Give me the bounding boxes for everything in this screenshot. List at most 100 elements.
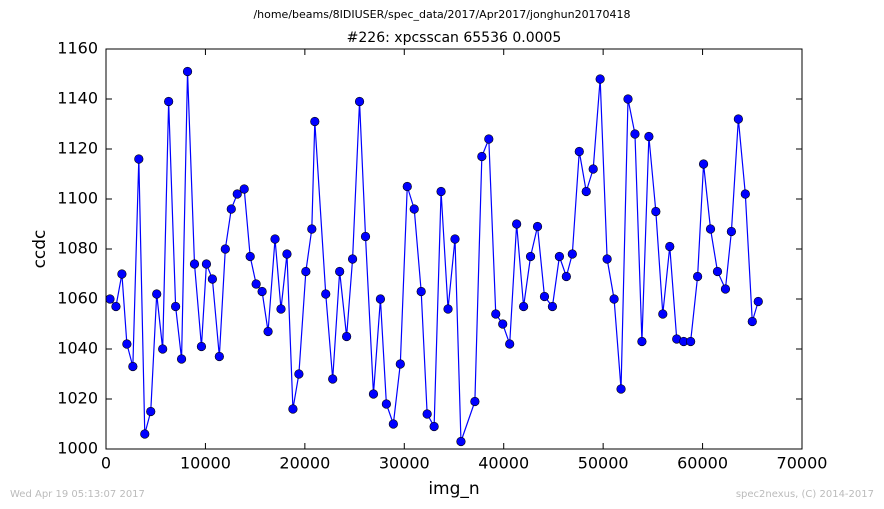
data-point (134, 154, 144, 164)
data-point (609, 294, 619, 304)
data-point (630, 129, 640, 139)
data-point (456, 436, 466, 447)
data-point (539, 291, 550, 302)
x-tick-label: 40000 (478, 454, 529, 473)
data-point (705, 224, 716, 234)
data-point (491, 309, 501, 319)
data-point (651, 206, 661, 217)
data-point (328, 374, 338, 384)
data-point (176, 354, 187, 364)
data-point (214, 351, 224, 362)
data-point (158, 344, 168, 354)
data-point (623, 94, 633, 104)
data-point (294, 369, 304, 379)
data-point (484, 134, 494, 144)
data-point (595, 74, 605, 84)
data-point (342, 331, 352, 342)
footer-credit: spec2nexus, (C) 2014-2017 (736, 489, 874, 500)
data-point (321, 289, 331, 299)
data-point (232, 189, 242, 199)
plot-frame (105, 48, 803, 450)
data-point (409, 204, 419, 214)
data-point (567, 249, 577, 259)
data-point (477, 151, 487, 162)
y-axis-label: ccdc (30, 230, 50, 269)
data-point (505, 339, 515, 349)
data-point (402, 181, 412, 192)
data-point (301, 266, 311, 277)
data-point (164, 96, 174, 107)
x-tick-label: 30000 (379, 454, 430, 473)
data-point (698, 159, 709, 169)
y-tick-label: 1060 (57, 289, 98, 308)
data-point (196, 341, 207, 352)
data-point (381, 399, 391, 409)
data-point (498, 319, 508, 329)
data-point (226, 204, 236, 214)
data-point (128, 361, 138, 372)
y-tick-label: 1040 (57, 339, 98, 358)
data-point (740, 189, 750, 199)
data-point (270, 234, 280, 244)
data-point (753, 296, 763, 307)
data-point (360, 231, 371, 242)
data-point (354, 96, 365, 107)
x-tick-label: 20000 (279, 454, 330, 473)
data-point (220, 244, 230, 254)
data-point (574, 146, 584, 157)
data-point (644, 131, 654, 142)
y-tick-label: 1080 (57, 239, 98, 258)
data-point (554, 251, 564, 262)
data-point (602, 254, 612, 264)
y-tick-label: 1000 (57, 439, 98, 458)
data-point (263, 326, 273, 337)
data-point (347, 254, 358, 264)
data-point (436, 186, 446, 197)
data-point (616, 384, 626, 394)
data-point (561, 271, 571, 282)
suptitle: /home/beams/8IDIUSER/spec_data/2017/Apr2… (253, 8, 630, 21)
data-point (581, 186, 591, 197)
data-point (307, 224, 317, 234)
x-tick-label: 70000 (777, 454, 828, 473)
data-point (251, 279, 261, 289)
data-point (416, 286, 426, 297)
data-point (692, 271, 703, 282)
y-tick-label: 1140 (57, 89, 98, 108)
data-point (105, 294, 115, 304)
x-axis-label: img_n (428, 479, 479, 499)
data-point (207, 274, 217, 284)
data-point (388, 419, 398, 429)
data-point (733, 114, 743, 124)
data-point (720, 284, 731, 294)
data-point (422, 409, 432, 419)
data-point (288, 404, 298, 414)
data-point (525, 251, 536, 262)
x-tick-label: 0 (101, 454, 111, 473)
data-point (747, 316, 757, 327)
data-point (140, 429, 150, 439)
data-point (450, 234, 460, 244)
data-point (686, 336, 696, 347)
data-point (239, 184, 249, 194)
data-point (245, 251, 255, 262)
data-point (189, 259, 200, 269)
data-point (182, 66, 193, 77)
data-point (276, 304, 286, 314)
data-point (726, 226, 737, 237)
data-point (512, 219, 522, 229)
data-point (171, 301, 181, 312)
data-point (658, 309, 668, 319)
data-point (282, 249, 292, 259)
x-tick-label: 10000 (180, 454, 231, 473)
data-point (375, 294, 386, 304)
data-point (429, 421, 439, 432)
y-tick-label: 1100 (57, 189, 98, 208)
chart-title: #226: xpcsscan 65536 0.0005 (347, 30, 562, 46)
data-point (335, 266, 345, 277)
x-tick-label: 60000 (677, 454, 728, 473)
data-point (111, 301, 121, 312)
data-point (152, 289, 162, 299)
